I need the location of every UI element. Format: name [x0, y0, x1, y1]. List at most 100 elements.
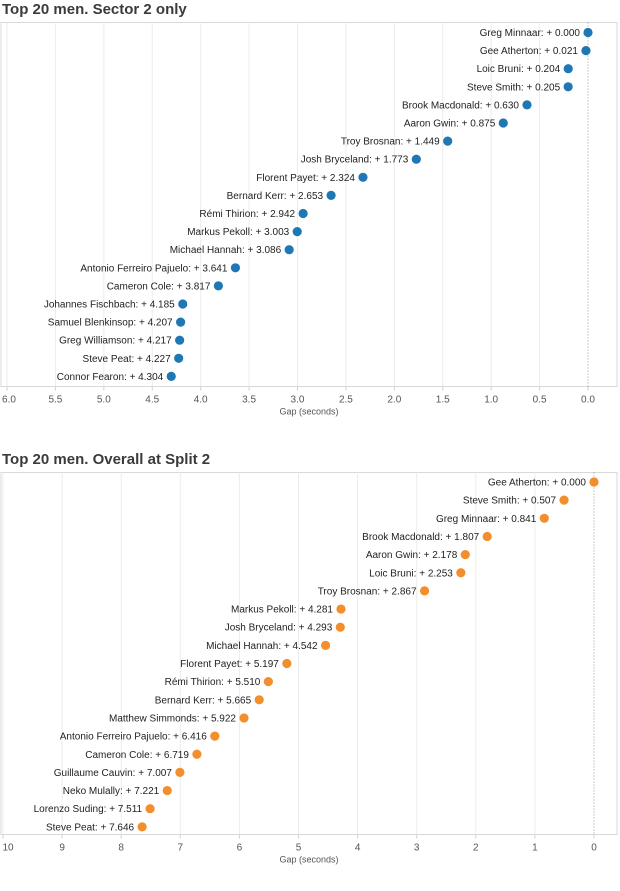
data-point-label: Rémi Thirion: + 5.510	[165, 677, 261, 688]
x-tick-label: 3.5	[242, 395, 256, 406]
chart-2-title: Top 20 men. Overall at Split 2	[2, 451, 211, 468]
data-point-label: Troy Brosnan: + 2.867	[318, 586, 417, 597]
x-tick-label: 6	[237, 843, 243, 854]
data-point[interactable]	[230, 263, 241, 273]
data-point[interactable]	[589, 477, 599, 487]
data-point[interactable]	[563, 82, 573, 92]
x-tick-label: 2.0	[387, 395, 401, 406]
data-point[interactable]	[178, 299, 188, 309]
data-point[interactable]	[563, 64, 573, 74]
data-point[interactable]	[326, 190, 336, 200]
data-point-label: Gee Atherton: + 0.021	[480, 46, 579, 57]
data-point-label: Bernard Kerr: + 2.653	[227, 191, 324, 202]
data-point[interactable]	[320, 640, 331, 650]
x-tick-label: 0.5	[533, 395, 547, 406]
x-tick-label: 3.0	[291, 395, 305, 406]
data-point[interactable]	[583, 27, 593, 38]
data-point-label: Bernard Kerr: + 5.665	[155, 695, 252, 706]
x-tick-label: 4.0	[194, 395, 208, 406]
data-point-label: Greg Williamson: + 4.217	[59, 336, 172, 347]
x-tick-label: 4	[355, 843, 361, 854]
data-point-label: Aaron Gwin: + 2.178	[366, 550, 458, 561]
data-point[interactable]	[419, 586, 430, 596]
data-point-label: Steve Smith: + 0.205	[467, 82, 561, 93]
data-point-label: Antonio Ferreiro Pajuelo: + 3.641	[80, 263, 227, 274]
data-point-label: Steve Peat: + 7.646	[46, 822, 135, 833]
data-point[interactable]	[254, 695, 264, 705]
x-tick-label: 2.5	[339, 395, 353, 406]
data-point[interactable]	[176, 317, 186, 327]
data-point[interactable]	[482, 531, 492, 542]
data-point-label: Cameron Cole: + 6.719	[85, 750, 189, 761]
x-tick-label: 1	[532, 843, 538, 854]
data-point[interactable]	[498, 118, 508, 128]
data-point-label: Gee Atherton: + 0.000	[488, 478, 587, 489]
data-point[interactable]	[358, 172, 368, 182]
data-point[interactable]	[292, 227, 302, 237]
data-point-label: Connor Fearon: + 4.304	[57, 372, 164, 383]
data-point[interactable]	[174, 353, 184, 363]
data-point[interactable]	[539, 513, 549, 523]
data-point-label: Brook Macdonald: + 0.630	[402, 100, 519, 111]
data-point-label: Matthew Simmonds: + 5.922	[109, 713, 236, 724]
x-tick-label: 5.5	[48, 395, 62, 406]
x-tick-label: 1.5	[436, 395, 450, 406]
data-point[interactable]	[263, 677, 273, 687]
data-point[interactable]	[162, 785, 172, 796]
data-point-label: Steve Smith: + 0.507	[463, 496, 557, 507]
data-point-label: Markus Pekoll: + 4.281	[231, 605, 333, 616]
data-point-label: Loic Bruni: + 0.204	[477, 64, 561, 75]
data-point[interactable]	[282, 658, 292, 669]
x-tick-label: 5.0	[97, 395, 111, 406]
data-point[interactable]	[145, 804, 155, 814]
data-point-label: Florent Payet: + 5.197	[180, 659, 279, 670]
chart-1-title: Top 20 men. Sector 2 only	[2, 1, 187, 18]
data-point-label: Lorenzo Suding: + 7.511	[34, 804, 143, 815]
data-point[interactable]	[284, 245, 294, 255]
data-point-label: Michael Hannah: + 3.086	[170, 245, 282, 256]
x-axis-title: Gap (seconds)	[279, 855, 338, 865]
data-point[interactable]	[411, 154, 421, 164]
data-point[interactable]	[175, 767, 185, 777]
x-tick-label: 6.0	[2, 395, 16, 406]
data-point-label: Loic Bruni: + 2.253	[369, 568, 453, 579]
x-tick-label: 0	[591, 843, 597, 854]
data-point[interactable]	[210, 731, 220, 741]
x-tick-label: 1.0	[484, 395, 498, 406]
x-tick-label: 10	[2, 843, 14, 854]
data-point-label: Greg Minnaar: + 0.000	[480, 28, 581, 39]
data-point[interactable]	[559, 495, 569, 505]
data-point[interactable]	[239, 713, 249, 723]
data-point[interactable]	[175, 335, 185, 345]
data-point[interactable]	[192, 749, 202, 759]
data-point[interactable]	[522, 100, 532, 110]
data-point-label: Neko Mulally: + 7.221	[63, 786, 160, 797]
data-point-label: Greg Minnaar: + 0.841	[436, 514, 537, 525]
data-point[interactable]	[460, 550, 470, 560]
data-point[interactable]	[166, 371, 176, 381]
x-axis-title: Gap (seconds)	[279, 407, 338, 417]
data-point[interactable]	[581, 46, 591, 56]
data-point[interactable]	[443, 136, 453, 146]
data-point[interactable]	[456, 568, 466, 578]
data-point-label: Steve Peat: + 4.227	[83, 354, 172, 365]
data-point-label: Antonio Ferreiro Pajuelo: + 6.416	[60, 732, 207, 743]
data-point-label: Josh Bryceland: + 4.293	[225, 623, 333, 634]
data-point-label: Cameron Cole: + 3.817	[107, 281, 211, 292]
data-point-label: Brook Macdonald: + 1.807	[362, 532, 479, 543]
data-point[interactable]	[336, 604, 346, 614]
data-point[interactable]	[298, 208, 308, 219]
x-tick-label: 3	[414, 843, 420, 854]
plot-frame	[0, 472, 618, 835]
data-point-label: Troy Brosnan: + 1.449	[341, 137, 440, 148]
chart-1-sector-2: 6.0 5.5 5.0 4.5 4.0 3.5 3.0 2.5 2.0 1.5 1.0 0.5 0.0 G…	[0, 22, 618, 417]
data-point[interactable]	[137, 822, 147, 832]
data-point[interactable]	[213, 281, 223, 291]
data-point-label: Aaron Gwin: + 0.875	[404, 119, 496, 130]
data-point[interactable]	[335, 622, 345, 632]
data-point-label: Josh Bryceland: + 1.773	[301, 155, 409, 166]
data-point-label: Guillaume Cauvin: + 7.007	[54, 768, 173, 779]
x-tick-label: 4.5	[145, 395, 159, 406]
data-point-label: Markus Pekoll: + 3.003	[187, 227, 289, 238]
